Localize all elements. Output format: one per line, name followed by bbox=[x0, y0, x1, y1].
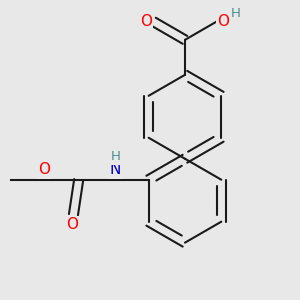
Text: H: H bbox=[231, 8, 241, 20]
Text: O: O bbox=[66, 217, 78, 232]
Text: O: O bbox=[217, 14, 229, 29]
Text: O: O bbox=[140, 14, 152, 29]
Text: N: N bbox=[110, 162, 121, 177]
Text: H: H bbox=[110, 151, 120, 164]
Text: O: O bbox=[38, 162, 50, 177]
